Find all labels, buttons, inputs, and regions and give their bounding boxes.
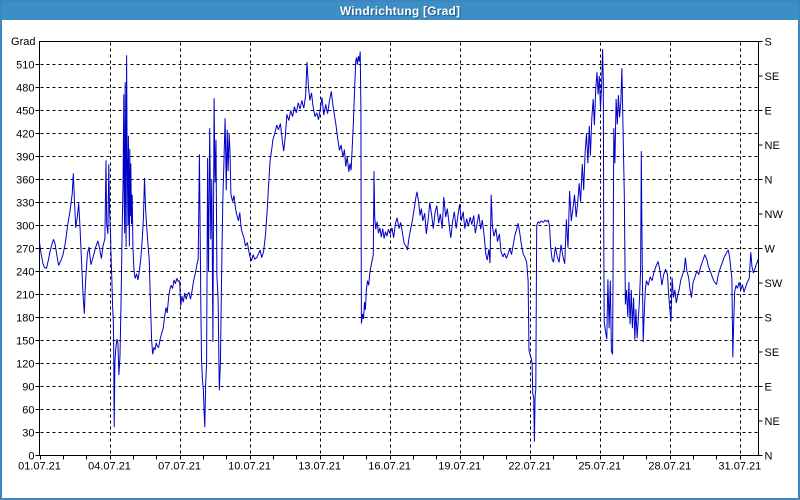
y-right-tick-label: N — [765, 451, 773, 463]
y-left-tick-label: 330 — [16, 198, 34, 210]
x-tick-label: 01.07.21 — [18, 461, 61, 473]
y-left-tick-label: 0 — [28, 451, 34, 463]
x-axis: 01.07.21 04.07.21 07.07.21 10.07.21 13.07.21… — [18, 455, 761, 473]
y-left-tick-label: 300 — [16, 221, 34, 233]
y-right-tick-label: NW — [765, 209, 784, 221]
x-tick-label: 31.07.21 — [718, 461, 761, 473]
y-left-tick-label: 120 — [16, 359, 34, 371]
y-left-tick-label: 360 — [16, 175, 34, 187]
y-right-tick-label: S — [765, 313, 772, 325]
y-left-tick-label: 390 — [16, 152, 34, 164]
y-right-tick-label: E — [765, 382, 772, 394]
x-tick-label: 28.07.21 — [648, 461, 691, 473]
x-tick-label: 10.07.21 — [228, 461, 271, 473]
y-left-tick-label: 240 — [16, 267, 34, 279]
y-left-tick-label: 510 — [16, 60, 34, 72]
y-axis-left: 0 30 60 90 120 150 180 210 240 270 300 330 360 390 420… — [11, 36, 40, 463]
y-right-tick-label: SW — [765, 278, 783, 290]
y-left-tick-label: 450 — [16, 106, 34, 118]
wind-direction-line — [39, 49, 759, 442]
y-left-tick-label: 180 — [16, 313, 34, 325]
y-right-tick-label: SE — [765, 71, 780, 83]
y-right-tick-label: NE — [765, 416, 780, 428]
y-right-tick-label: NE — [765, 140, 780, 152]
y-right-tick-label: S — [765, 37, 772, 49]
title-bar: Windrichtung [Grad] — [2, 2, 798, 20]
y-left-tick-label: 90 — [22, 382, 34, 394]
y-left-tick-label: 210 — [16, 290, 34, 302]
y-left-tick-label: 420 — [16, 129, 34, 141]
y-right-tick-label: W — [765, 244, 776, 256]
y-left-tick-label: 60 — [22, 405, 34, 417]
plot-border — [39, 41, 759, 456]
y-left-tick-label: 270 — [16, 244, 34, 256]
x-tick-label: 25.07.21 — [578, 461, 621, 473]
y-right-tick-label: SE — [765, 347, 780, 359]
gridlines — [40, 42, 758, 455]
x-tick-label: 22.07.21 — [508, 461, 551, 473]
y-axis-unit-label: Grad — [11, 36, 35, 48]
y-axis-right: N NE E SE S SW W NW N NE E SE S — [758, 37, 784, 463]
x-tick-label: 07.07.21 — [158, 461, 201, 473]
y-left-tick-label: 150 — [16, 336, 34, 348]
x-tick-label: 04.07.21 — [88, 461, 131, 473]
page-title: Windrichtung [Grad] — [339, 4, 461, 18]
y-right-tick-label: N — [765, 175, 773, 187]
x-tick-label: 16.07.21 — [368, 461, 411, 473]
y-right-tick-label: E — [765, 106, 772, 118]
y-left-tick-label: 480 — [16, 83, 34, 95]
x-tick-label: 19.07.21 — [438, 461, 481, 473]
y-left-tick-label: 30 — [22, 428, 34, 440]
x-tick-label: 13.07.21 — [298, 461, 341, 473]
